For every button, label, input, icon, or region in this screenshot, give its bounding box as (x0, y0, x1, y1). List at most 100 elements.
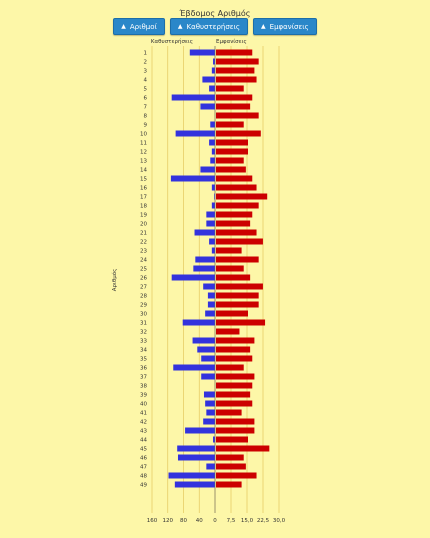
appearance-bar (216, 130, 261, 137)
appearance-bar (216, 310, 248, 317)
category-label: 32 (140, 330, 147, 336)
appearance-bar (216, 67, 255, 74)
x-tick-label: 30,0 (273, 518, 286, 524)
delay-bar (203, 283, 215, 290)
appearance-bar (216, 211, 253, 218)
x-tick-label: 0 (213, 518, 217, 524)
appearance-bar (216, 364, 244, 371)
category-label: 36 (140, 366, 147, 372)
sort-by-delays-label: Καθυστερήσεις (186, 22, 241, 31)
delay-bar (213, 436, 215, 443)
sort-by-number-label: Αριθμοί (129, 22, 157, 31)
delay-bar (211, 184, 215, 191)
category-label: 28 (140, 294, 147, 300)
category-label: 11 (140, 141, 147, 147)
delay-bar (175, 130, 215, 137)
category-label: 23 (140, 249, 147, 255)
x-tick-label: 160 (147, 518, 158, 524)
appearance-bar (216, 472, 257, 479)
category-label: 26 (140, 276, 147, 282)
category-label: 14 (140, 168, 147, 174)
delay-bar (206, 220, 215, 227)
appearance-bar (216, 121, 244, 128)
delay-bar (170, 175, 215, 182)
delay-bar (209, 238, 215, 245)
appearance-bar (216, 193, 268, 200)
category-label: 10 (140, 132, 147, 138)
appearance-bar (216, 301, 259, 308)
sort-by-appearances-button[interactable]: ▲ Εμφανίσεις (253, 18, 317, 35)
delay-bar (173, 364, 215, 371)
appearance-bar (216, 85, 244, 92)
delay-bar (192, 337, 215, 344)
appearance-bar (216, 139, 248, 146)
appearances-column-header: Εμφανίσεις (216, 38, 247, 45)
delay-bar (193, 265, 215, 272)
delay-bar (214, 193, 215, 200)
appearance-bar (216, 319, 266, 326)
category-label: 7 (144, 105, 148, 111)
delay-bar (197, 346, 215, 353)
x-tick-label: 22,5 (257, 518, 270, 524)
delay-bar (210, 157, 215, 164)
delay-bar (202, 76, 215, 83)
appearance-bar (216, 418, 255, 425)
appearance-bar (216, 445, 270, 452)
appearance-bar (216, 148, 248, 155)
delay-bar (189, 49, 215, 56)
sort-by-number-button[interactable]: ▲ Αριθμοί (113, 18, 165, 35)
x-tick-label: 7,5 (227, 518, 236, 524)
delay-bar (168, 472, 215, 479)
delay-bar (211, 202, 215, 209)
category-label: 5 (144, 87, 148, 93)
category-label: 49 (140, 483, 147, 489)
category-label: 35 (140, 357, 147, 363)
category-label: 44 (140, 438, 147, 444)
appearance-bar (216, 391, 251, 398)
category-label: 25 (140, 267, 147, 273)
delay-bar (177, 454, 215, 461)
delays-column-header: Καθυστερήσεις (151, 38, 193, 45)
sort-by-delays-button[interactable]: ▲ Καθυστερήσεις (169, 18, 249, 35)
delay-bar (206, 211, 215, 218)
delay-bar (200, 103, 215, 110)
appearance-bar (216, 58, 259, 65)
category-label: 37 (140, 375, 147, 381)
category-label: 30 (140, 312, 147, 318)
category-label: 20 (140, 222, 147, 228)
category-label: 42 (140, 420, 147, 426)
category-label: 34 (140, 348, 147, 354)
delay-bar (209, 85, 215, 92)
appearance-bar (216, 175, 253, 182)
category-label: 46 (140, 456, 147, 462)
sort-arrow-icon: ▲ (261, 23, 266, 30)
category-label: 29 (140, 303, 147, 309)
delay-bar (213, 58, 215, 65)
sort-button-group: ▲ Αριθμοί ▲ Καθυστερήσεις ▲ Εμφανίσεις (0, 18, 430, 35)
category-label: 2 (144, 60, 148, 66)
delay-bar (206, 409, 215, 416)
appearance-bar (216, 76, 257, 83)
x-tick-label: 40 (196, 518, 203, 524)
appearance-bar (216, 337, 255, 344)
appearance-bar (216, 94, 253, 101)
appearance-bar (216, 373, 255, 380)
chart-title: Έβδομος Αριθμός (179, 9, 251, 18)
category-label: 8 (144, 114, 148, 120)
delay-bar (171, 94, 215, 101)
appearance-bar (216, 238, 263, 245)
appearance-bar (216, 481, 242, 488)
category-label: 16 (140, 186, 147, 192)
delay-bar (201, 355, 215, 362)
appearance-bar (216, 157, 244, 164)
delay-bar (182, 319, 215, 326)
delay-bar (194, 229, 215, 236)
appearance-bar (216, 346, 251, 353)
x-tick-label: 120 (163, 518, 174, 524)
category-label: 3 (144, 69, 148, 75)
category-label: 39 (140, 393, 147, 399)
appearance-bar (216, 328, 240, 335)
appearance-bar (216, 247, 242, 254)
category-label: 17 (140, 195, 147, 201)
category-label: 43 (140, 429, 147, 435)
